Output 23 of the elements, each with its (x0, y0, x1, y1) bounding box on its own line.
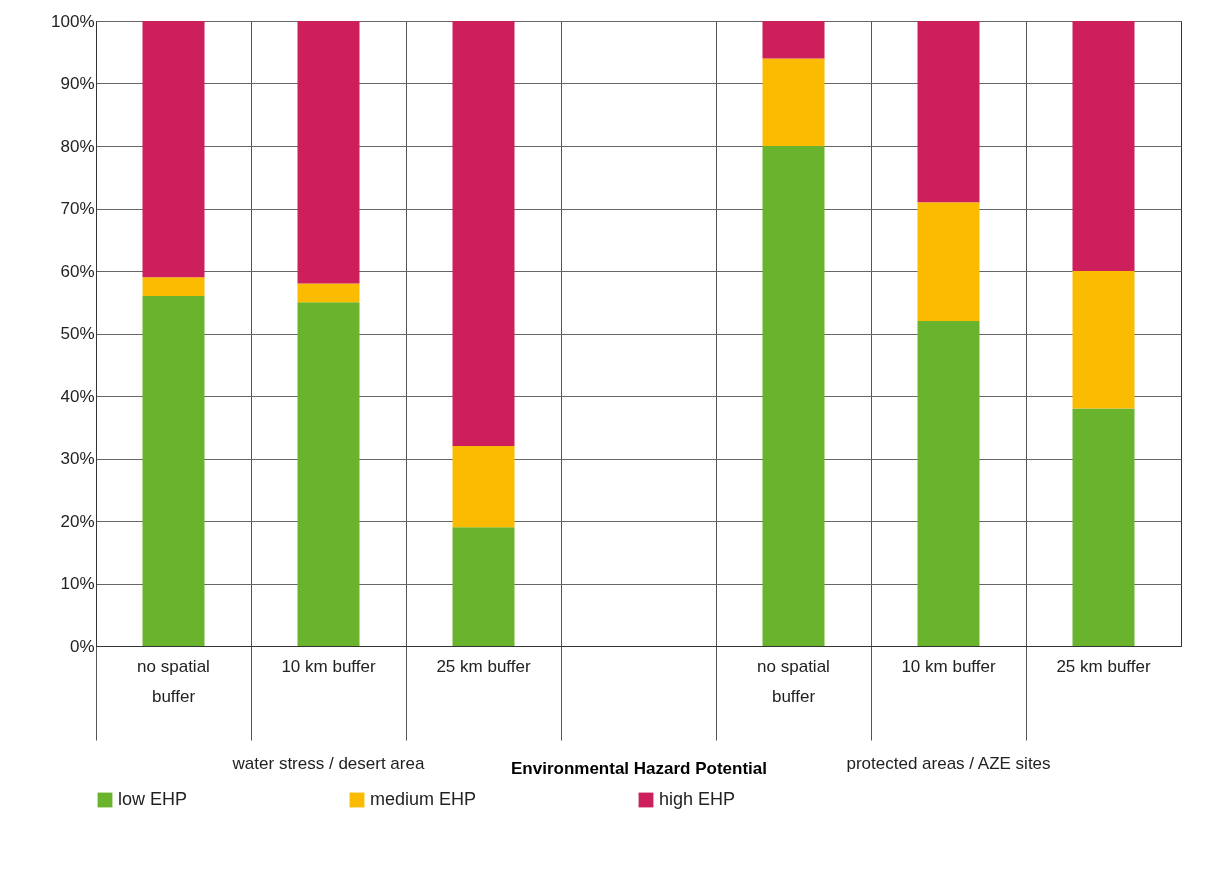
x-tick-label: 10 km buffer (281, 656, 376, 676)
y-tick-label: 40% (60, 386, 95, 406)
x-tick-label: 25 km buffer (1056, 656, 1151, 676)
y-tick-label: 70% (60, 199, 95, 218)
y-tick-label: 100% (51, 11, 95, 31)
x-axis-title: Environmental Hazard Potential (511, 759, 767, 778)
x-tick-label: 10 km buffer (901, 656, 996, 676)
y-tick-label: 90% (60, 74, 95, 93)
y-tick-label: 50% (60, 324, 95, 343)
y-tick-label: 30% (60, 449, 95, 468)
legend-label: low EHP (118, 789, 188, 809)
y-tick-label: 80% (60, 136, 95, 156)
x-tick-label: 25 km buffer (436, 656, 531, 676)
legend-label: high EHP (659, 789, 736, 809)
legend-label: medium EHP (370, 789, 477, 809)
y-tick-label: 10% (60, 574, 95, 593)
text: water stress / desert area (231, 754, 425, 773)
x-tick-label: no spatial buffer (137, 656, 210, 706)
y-tick-label: 0% (69, 636, 95, 656)
x-tick-label: no spatial buffer (757, 656, 830, 706)
y-tick-label: 20% (60, 511, 95, 531)
text: protected areas / AZE sites (846, 754, 1051, 773)
y-tick-label: 60% (60, 261, 95, 281)
